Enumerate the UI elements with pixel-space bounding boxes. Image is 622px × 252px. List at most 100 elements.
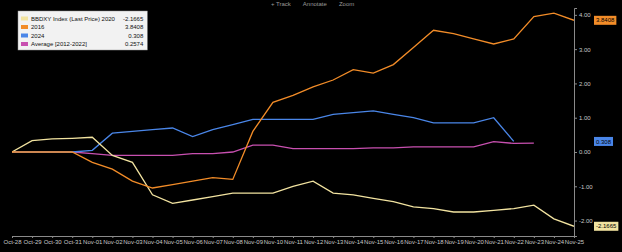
legend-swatch bbox=[21, 25, 28, 29]
x-tick: Oct-30 bbox=[44, 236, 63, 245]
y-tick-mark bbox=[574, 186, 577, 187]
x-tick-mark bbox=[193, 236, 194, 238]
x-tick: Nov-06 bbox=[183, 236, 203, 245]
x-tick: Nov-08 bbox=[224, 236, 244, 245]
x-tick-mark bbox=[454, 236, 455, 238]
y-tick-label: 3.00 bbox=[579, 47, 591, 53]
x-tick: Nov-22 bbox=[505, 236, 525, 245]
legend: BBDXY Index (Last Price) 2020-2.16652016… bbox=[18, 11, 147, 50]
x-tick-label: Nov-04 bbox=[143, 239, 163, 245]
value-badge-box bbox=[594, 137, 613, 146]
x-tick-mark bbox=[494, 236, 495, 238]
x-tick: Nov-20 bbox=[464, 236, 484, 245]
x-tick-label: Nov-11 bbox=[284, 239, 304, 245]
x-tick-label: Nov-18 bbox=[424, 239, 444, 245]
x-tick-label: Nov-09 bbox=[244, 239, 264, 245]
x-tick: Nov-19 bbox=[444, 236, 464, 245]
x-tick-label: Oct-31 bbox=[64, 239, 83, 245]
x-tick: Nov-07 bbox=[204, 236, 224, 245]
x-tick-label: Nov-15 bbox=[364, 239, 384, 245]
x-tick-mark bbox=[233, 236, 234, 238]
x-tick-mark bbox=[293, 236, 294, 238]
toolbar-button[interactable]: + Track bbox=[271, 1, 292, 7]
x-tick-mark bbox=[353, 236, 354, 238]
x-tick: Nov-09 bbox=[244, 236, 264, 245]
value-badge: -2.1665 bbox=[594, 222, 618, 231]
value-badge-text: 3.8408 bbox=[596, 17, 615, 23]
y-tick: 4.00 bbox=[574, 12, 591, 18]
x-tick: Nov-12 bbox=[304, 236, 324, 245]
y-tick: -1.00 bbox=[574, 184, 593, 190]
x-tick: Nov-17 bbox=[404, 236, 424, 245]
x-tick-label: Nov-12 bbox=[304, 239, 324, 245]
x-tick-label: Nov-10 bbox=[264, 239, 284, 245]
x-tick-mark bbox=[413, 236, 414, 238]
x-tick-label: Nov-23 bbox=[525, 239, 545, 245]
x-tick-label: Nov-02 bbox=[103, 239, 123, 245]
y-tick-label: 1.00 bbox=[579, 115, 591, 121]
x-tick-label: Nov-08 bbox=[224, 239, 244, 245]
series-line bbox=[12, 137, 574, 226]
y-tick: 2.00 bbox=[574, 81, 591, 87]
x-tick-mark bbox=[514, 236, 515, 238]
x-tick-mark bbox=[534, 236, 535, 238]
x-tick-mark bbox=[52, 236, 53, 238]
x-tick: Oct-29 bbox=[24, 236, 43, 245]
x-axis: Oct-28Oct-29Oct-30Oct-31Nov-01Nov-02Nov-… bbox=[3, 236, 584, 245]
x-tick-mark bbox=[153, 236, 154, 238]
x-tick: Nov-04 bbox=[143, 236, 163, 245]
legend-label: 2016 bbox=[31, 24, 45, 30]
x-tick: Oct-31 bbox=[64, 236, 83, 245]
x-tick-mark bbox=[333, 236, 334, 238]
x-tick-label: Nov-21 bbox=[485, 239, 505, 245]
value-badge-box bbox=[594, 16, 616, 25]
x-tick: Nov-13 bbox=[324, 236, 344, 245]
x-tick: Nov-24 bbox=[545, 236, 565, 245]
x-tick: Nov-18 bbox=[424, 236, 444, 245]
x-tick-label: Nov-22 bbox=[505, 239, 525, 245]
x-tick-mark bbox=[474, 236, 475, 238]
x-tick-mark bbox=[393, 236, 394, 238]
legend-value: 0.2574 bbox=[125, 41, 144, 47]
x-tick-label: Oct-30 bbox=[44, 239, 63, 245]
y-tick-mark bbox=[574, 83, 577, 84]
background bbox=[0, 0, 622, 252]
x-tick-label: Nov-24 bbox=[545, 239, 565, 245]
x-axis-line bbox=[13, 237, 575, 239]
y-tick-mark bbox=[574, 152, 577, 153]
value-badge: 3.8408 bbox=[594, 16, 616, 25]
x-tick-label: Nov-25 bbox=[565, 239, 585, 245]
y-tick-mark bbox=[574, 15, 577, 16]
y-tick-label: 2.00 bbox=[579, 81, 591, 87]
x-tick: Nov-03 bbox=[123, 236, 143, 245]
x-tick-mark bbox=[92, 236, 93, 238]
x-tick-label: Nov-13 bbox=[324, 239, 344, 245]
x-tick-mark bbox=[132, 236, 133, 238]
legend-value: -2.1665 bbox=[123, 16, 144, 22]
value-badge-box bbox=[594, 222, 618, 231]
y-tick: 1.00 bbox=[574, 115, 591, 121]
x-tick: Nov-11 bbox=[284, 236, 304, 245]
legend-box bbox=[18, 11, 147, 50]
x-tick: Nov-02 bbox=[103, 236, 123, 245]
x-tick-mark bbox=[72, 236, 73, 238]
y-tick: 0.00 bbox=[574, 149, 591, 155]
x-tick: Nov-05 bbox=[163, 236, 183, 245]
x-tick-label: Oct-28 bbox=[3, 239, 22, 245]
chart-root: -2.00-1.000.001.002.003.004.00Oct-28Oct-… bbox=[0, 0, 622, 252]
toolbar-button[interactable]: Annotate bbox=[303, 1, 328, 7]
x-tick-label: Nov-06 bbox=[183, 239, 203, 245]
y-tick: -2.00 bbox=[574, 218, 593, 224]
x-tick-mark bbox=[32, 236, 33, 238]
x-tick-label: Nov-17 bbox=[404, 239, 424, 245]
x-tick-mark bbox=[434, 236, 435, 238]
x-tick-label: Nov-14 bbox=[344, 239, 364, 245]
x-tick-mark bbox=[373, 236, 374, 238]
x-tick-label: Nov-05 bbox=[163, 239, 183, 245]
toolbar-button[interactable]: Zoom bbox=[339, 1, 354, 7]
toolbar: + Track Annotate Zoom bbox=[271, 1, 354, 7]
x-tick-label: Nov-07 bbox=[204, 239, 224, 245]
x-tick-mark bbox=[313, 236, 314, 238]
x-tick-mark bbox=[112, 236, 113, 238]
y-tick-mark bbox=[574, 49, 577, 50]
